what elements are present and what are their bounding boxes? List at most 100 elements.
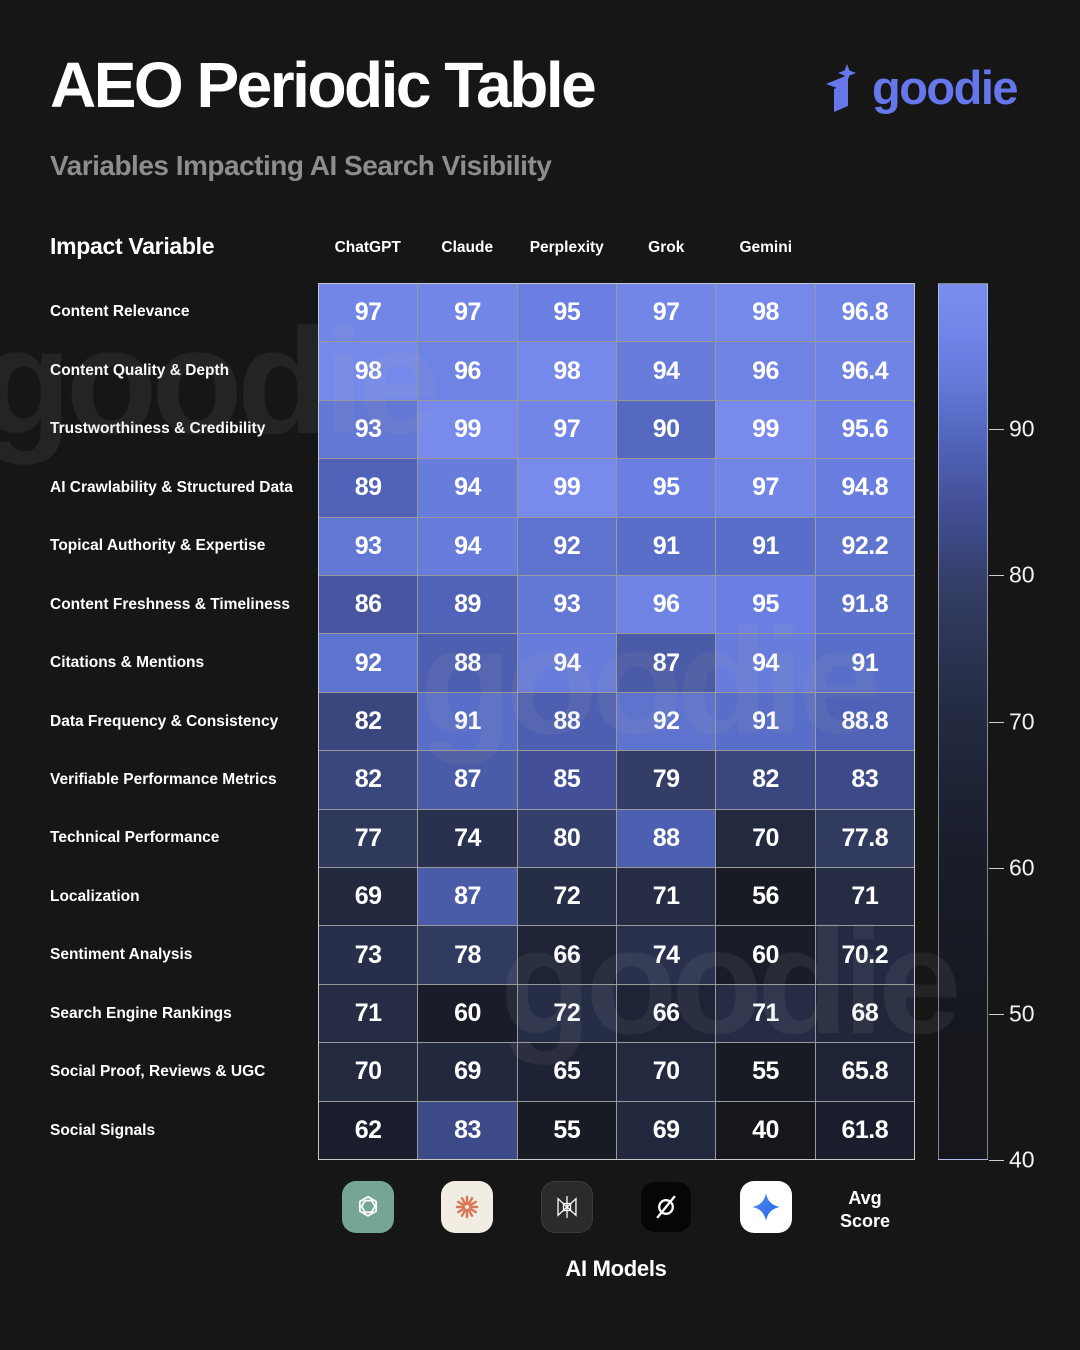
row-label: Data Frequency & Consistency	[50, 712, 279, 730]
colorbar-tick-label: 80	[1009, 561, 1035, 588]
heatmap-cell: 99	[517, 459, 616, 517]
heatmap-cell: 88	[517, 692, 616, 751]
row-label: Content Quality & Depth	[50, 361, 230, 379]
heatmap-cell: 79	[617, 751, 716, 809]
heatmap-cell: 88.8	[815, 692, 914, 751]
heatmap-cell: 96.8	[815, 284, 914, 342]
heatmap-cell: 97	[617, 284, 716, 342]
colorbar-tick-label: 60	[1009, 854, 1035, 881]
heatmap-cell: 71	[617, 868, 716, 926]
heatmap-cell: 99	[418, 400, 517, 459]
heatmap-cell: 70.2	[815, 926, 914, 984]
heatmap-cell: 91	[716, 517, 815, 575]
heatmap-cell: 95	[617, 459, 716, 517]
heatmap-cell: 87	[617, 634, 716, 692]
heatmap-cell: 96.4	[815, 342, 914, 400]
heatmap-cell: 66	[517, 926, 616, 984]
row-label: Social Proof, Reviews & UGC	[50, 1063, 266, 1081]
colorbar-tick	[989, 867, 1004, 869]
goodie-logo: goodie	[822, 61, 1019, 119]
heatmap-cell: 88	[418, 634, 517, 692]
row-label: Localization	[50, 887, 140, 905]
claude-icon	[441, 1181, 494, 1233]
heatmap-cell: 91	[716, 692, 815, 751]
heatmap-cell: 97	[319, 284, 418, 342]
heatmap-cell: 72	[517, 868, 616, 926]
heatmap-cell: 94	[716, 634, 815, 692]
colorbar-tick-label: 50	[1009, 1000, 1035, 1027]
colorbar-tick	[989, 721, 1004, 723]
heatmap-cell: 91.8	[815, 576, 914, 634]
heatmap-cell: 98	[716, 284, 815, 342]
row-label: AI Crawlability & Structured Data	[50, 478, 293, 496]
heatmap-cell: 70	[716, 809, 815, 867]
heatmap-cell: 71	[319, 984, 418, 1043]
heatmap-grid: 97 97 95 97 98 96.8 98 96 98 94 96 96.4 93 99 97 90 99 95…	[318, 283, 915, 1160]
row-label: Verifiable Performance Metrics	[50, 770, 277, 788]
heatmap-cell: 68	[815, 984, 914, 1043]
heatmap-cell: 94	[418, 517, 517, 575]
heatmap-cell: 77	[319, 809, 418, 867]
heatmap-cell: 83	[418, 1101, 517, 1159]
goodie-sparkle-icon	[822, 62, 866, 119]
heatmap-cell: 77.8	[815, 809, 914, 867]
heatmap-cell: 89	[418, 576, 517, 634]
heatmap-cell: 65.8	[815, 1043, 914, 1101]
heatmap-cell: 92	[517, 517, 616, 575]
heatmap-cell: 82	[716, 751, 815, 809]
heatmap-cell: 82	[319, 692, 418, 751]
row-label: Topical Authority & Expertise	[50, 537, 266, 555]
heatmap-cell: 69	[617, 1101, 716, 1159]
colorbar-tick	[989, 1013, 1004, 1015]
heatmap-cell: 95	[517, 284, 616, 342]
heatmap-cell: 72	[517, 984, 616, 1043]
gemini-icon	[739, 1181, 792, 1233]
heatmap-cell: 65	[517, 1043, 616, 1101]
row-label: Technical Performance	[50, 829, 220, 847]
colorbar-tick	[989, 429, 1004, 431]
avg-score-label: Avg Score	[839, 1188, 891, 1232]
row-label: Content Freshness & Timeliness	[50, 595, 291, 613]
heatmap-cell: 94	[517, 634, 616, 692]
page-subtitle: Variables Impacting AI Search Visibility	[50, 150, 552, 181]
heatmap-cell: 87	[418, 868, 517, 926]
column-header-grok: Grok	[648, 239, 685, 256]
heatmap-cell: 95.6	[815, 400, 914, 459]
goodie-wordmark: goodie	[872, 61, 1019, 114]
colorbar-tick	[989, 1160, 1004, 1161]
row-axis-label: Impact Variable	[50, 233, 215, 259]
colorbar-tick-label: 70	[1009, 708, 1035, 734]
row-label: Social Signals	[50, 1121, 156, 1139]
heatmap-cell: 91	[617, 517, 716, 575]
heatmap-cell: 94	[617, 342, 716, 400]
openai-icon	[341, 1181, 394, 1233]
heatmap-cell: 98	[517, 342, 616, 400]
heatmap-cell: 74	[617, 926, 716, 984]
heatmap-cell: 88	[617, 809, 716, 867]
heatmap-cell: 56	[716, 868, 815, 926]
heatmap-cell: 99	[716, 400, 815, 459]
heatmap-cell: 96	[418, 342, 517, 400]
row-label: Search Engine Rankings	[50, 1004, 232, 1022]
heatmap-cell: 78	[418, 926, 517, 984]
colorbar-tick-label: 90	[1009, 415, 1035, 442]
heatmap-cell: 97	[517, 400, 616, 459]
heatmap-cell: 96	[716, 342, 815, 400]
heatmap-cell: 95	[716, 576, 815, 634]
heatmap-cell: 60	[716, 926, 815, 984]
page-title: AEO Periodic Table	[50, 49, 597, 121]
colorbar	[938, 283, 988, 1160]
heatmap-cell: 86	[319, 576, 418, 634]
heatmap-cell: 93	[319, 400, 418, 459]
row-label: Trustworthiness & Credibility	[50, 420, 266, 438]
heatmap-cell: 80	[517, 809, 616, 867]
column-header-gemini: Gemini	[739, 239, 793, 256]
heatmap-cell: 92	[617, 692, 716, 751]
heatmap-cell: 89	[319, 459, 418, 517]
heatmap-cell: 93	[517, 576, 616, 634]
heatmap-cell: 92	[319, 634, 418, 692]
heatmap-cell: 83	[815, 751, 914, 809]
heatmap-cell: 60	[418, 984, 517, 1043]
heatmap-cell: 74	[418, 809, 517, 867]
